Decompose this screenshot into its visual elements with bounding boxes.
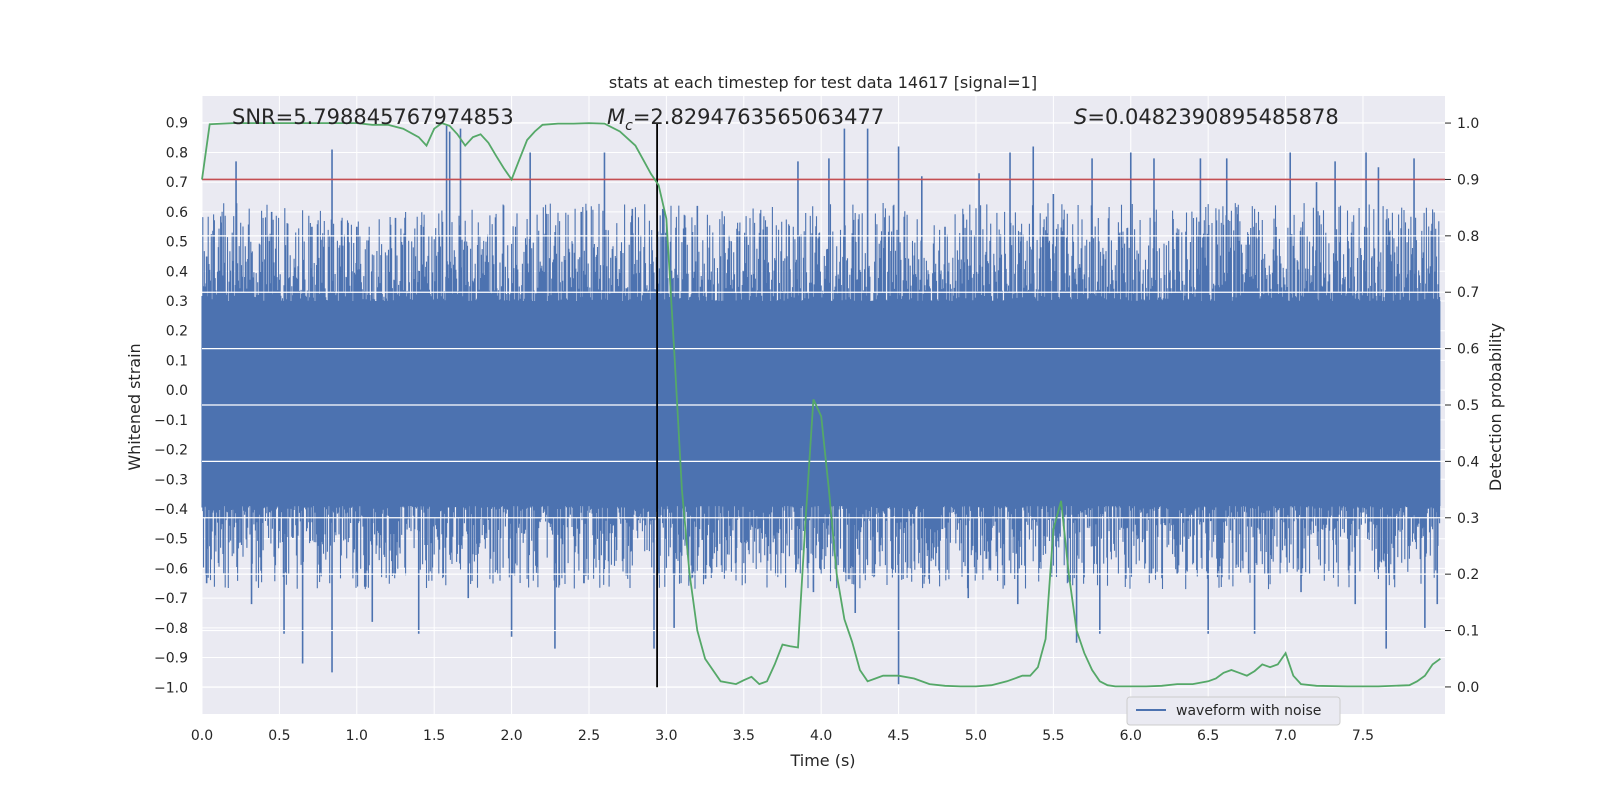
x-axis-label: Time (s) <box>789 751 855 770</box>
x-tick-label: 5.0 <box>965 728 987 744</box>
x-tick-label: 0.0 <box>191 728 213 744</box>
x-tick-label: 3.5 <box>733 728 755 744</box>
s-annotation: S=0.0482390895485878 <box>1074 105 1339 129</box>
x-tick-label: 7.5 <box>1352 728 1374 744</box>
y-right-tick-label: 0.5 <box>1457 398 1479 414</box>
x-tick-label: 1.5 <box>423 728 445 744</box>
chirp-mass-annotation: Mc=2.8294763565063477 <box>607 105 884 134</box>
y-right-tick-label: 0.0 <box>1457 680 1479 696</box>
y-right-tick-label: 0.3 <box>1457 511 1479 527</box>
y-axis-label-right: Detection probability <box>1486 323 1505 491</box>
s-value: =0.0482390895485878 <box>1087 105 1338 129</box>
y-right-ticks: 1.0 0.9 0.8 0.7 0.6 0.5 0.4 0.3 0.2 0.1 0.0 <box>1445 116 1479 696</box>
x-tick-label: 0.5 <box>268 728 290 744</box>
chart-title: stats at each timestep for test data 146… <box>609 73 1037 92</box>
detection-probability-line <box>201 122 1441 688</box>
y-left-tick-label: −0.9 <box>154 651 188 667</box>
y-left-tick-label: 0.2 <box>166 324 188 340</box>
y-left-tick-label: −0.7 <box>154 591 188 607</box>
chirp-mass-subscript: c <box>625 118 633 134</box>
y-right-tick-label: 0.9 <box>1457 172 1479 188</box>
x-tick-label: 7.0 <box>1274 728 1296 744</box>
snr-annotation: SNR=5.798845767974853 <box>232 105 514 129</box>
y-left-tick-label: −0.6 <box>154 561 188 577</box>
y-right-tick-label: 0.1 <box>1457 624 1479 640</box>
y-left-tick-label: 0.7 <box>166 175 188 191</box>
y-left-tick-label: 0.4 <box>166 264 188 280</box>
y-left-tick-label: −0.3 <box>154 472 188 488</box>
s-symbol: S <box>1074 105 1087 129</box>
y-left-tick-label: −0.2 <box>154 443 188 459</box>
y-left-tick-label: 0.6 <box>166 205 188 221</box>
x-ticks: 0.0 0.5 1.0 1.5 2.0 2.5 3.0 3.5 4.0 4.5 5.0 5.5 6.0 6… <box>191 728 1374 744</box>
y-right-tick-label: 0.6 <box>1457 342 1479 358</box>
y-left-tick-label: 0.0 <box>166 383 188 399</box>
y-left-tick-label: −0.5 <box>154 532 188 548</box>
x-tick-label: 1.0 <box>346 728 368 744</box>
marker-lines <box>202 122 1445 688</box>
x-tick-label: 6.5 <box>1197 728 1219 744</box>
y-left-tick-label: −0.1 <box>154 413 188 429</box>
waveform-series <box>201 125 1441 685</box>
y-right-tick-label: 1.0 <box>1457 116 1479 132</box>
waveform-noise <box>201 203 1441 590</box>
x-tick-label: 4.5 <box>887 728 909 744</box>
y-left-tick-label: 0.9 <box>166 116 188 132</box>
y-left-tick-label: 0.5 <box>166 235 188 251</box>
x-tick-label: 2.5 <box>578 728 600 744</box>
y-left-tick-label: −1.0 <box>154 680 188 696</box>
x-tick-label: 4.0 <box>810 728 832 744</box>
chirp-mass-symbol: M <box>607 105 625 129</box>
y-left-tick-label: −0.4 <box>154 502 188 518</box>
x-tick-label: 3.0 <box>655 728 677 744</box>
y-left-ticks: 0.9 0.8 0.7 0.6 0.5 0.4 0.3 0.2 0.1 0.0 −0.1 −0.2 −0… <box>154 116 188 697</box>
x-tick-label: 6.0 <box>1120 728 1142 744</box>
y-right-tick-label: 0.2 <box>1457 567 1479 583</box>
chirp-mass-value: =2.8294763565063477 <box>633 105 884 129</box>
legend-box <box>1126 696 1341 726</box>
y-right-tick-label: 0.8 <box>1457 229 1479 245</box>
y-left-tick-label: 0.8 <box>166 145 188 161</box>
probability-series <box>201 122 1441 688</box>
grid-lines-overlay <box>202 122 1445 688</box>
x-tick-label: 5.5 <box>1042 728 1064 744</box>
legend-label: waveform with noise <box>1176 703 1321 719</box>
y-left-tick-label: −0.8 <box>154 621 188 637</box>
y-left-tick-label: 0.3 <box>166 294 188 310</box>
y-axis-label-left: Whitened strain <box>125 343 144 470</box>
x-tick-label: 2.0 <box>500 728 522 744</box>
y-right-tick-label: 0.4 <box>1457 454 1479 470</box>
y-left-tick-label: 0.1 <box>166 353 188 369</box>
y-right-tick-label: 0.7 <box>1457 285 1479 301</box>
legend: waveform with noise <box>1126 696 1341 726</box>
